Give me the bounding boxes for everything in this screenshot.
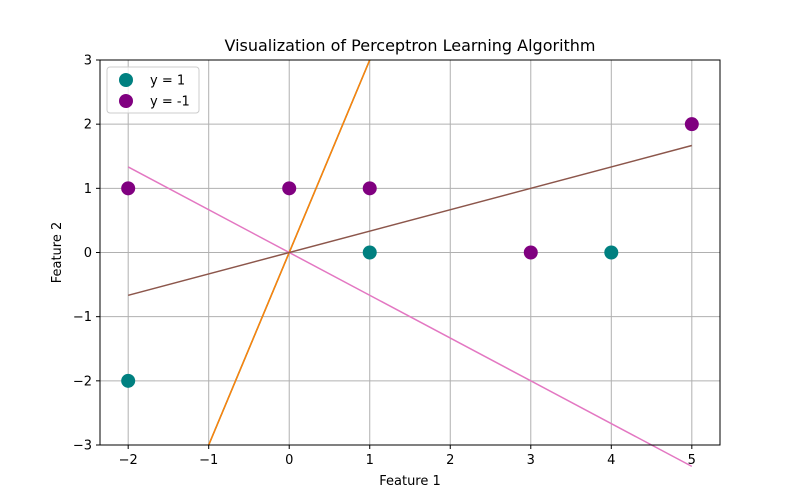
y-tick-label: −2 (73, 374, 92, 389)
plot-area (99, 59, 721, 468)
point-class-negative (684, 117, 699, 132)
point-class-negative (523, 245, 538, 260)
x-tick-label: 1 (366, 453, 374, 468)
decision-line (127, 166, 693, 468)
y-tick-label: −3 (73, 439, 92, 454)
y-axis-label: Feature 2 (50, 222, 65, 284)
legend-label-negative: y = -1 (150, 95, 190, 110)
point-class-positive (121, 373, 136, 388)
point-class-negative (282, 181, 297, 196)
x-axis: −2 −1 0 1 2 3 4 5 (119, 445, 696, 468)
chart-title: Visualization of Perceptron Learning Alg… (224, 36, 595, 55)
decision-line (127, 144, 693, 297)
point-class-negative (362, 181, 377, 196)
y-tick-label: −1 (73, 310, 92, 325)
legend-marker-negative (119, 94, 133, 108)
point-class-positive (604, 245, 619, 260)
x-tick-label: 4 (607, 453, 615, 468)
x-tick-label: 3 (527, 453, 535, 468)
y-tick-label: 3 (84, 54, 92, 69)
legend[interactable]: y = 1 y = -1 (106, 66, 200, 114)
point-class-positive (362, 245, 377, 260)
point-class-negative (121, 181, 136, 196)
y-tick-label: 2 (84, 118, 92, 133)
x-tick-label: 0 (285, 453, 293, 468)
x-tick-label: 2 (446, 453, 454, 468)
y-axis: −3 −2 −1 0 1 2 3 (73, 54, 100, 454)
x-tick-label: −2 (119, 453, 138, 468)
y-tick-label: 0 (84, 246, 92, 261)
y-tick-label: 1 (84, 182, 92, 197)
x-tick-label: −1 (199, 453, 218, 468)
data-points (121, 117, 699, 388)
x-tick-label: 5 (688, 453, 696, 468)
x-axis-label: Feature 1 (379, 474, 441, 489)
legend-label-positive: y = 1 (150, 74, 185, 89)
legend-marker-positive (119, 73, 133, 87)
decision-lines (127, 59, 693, 468)
